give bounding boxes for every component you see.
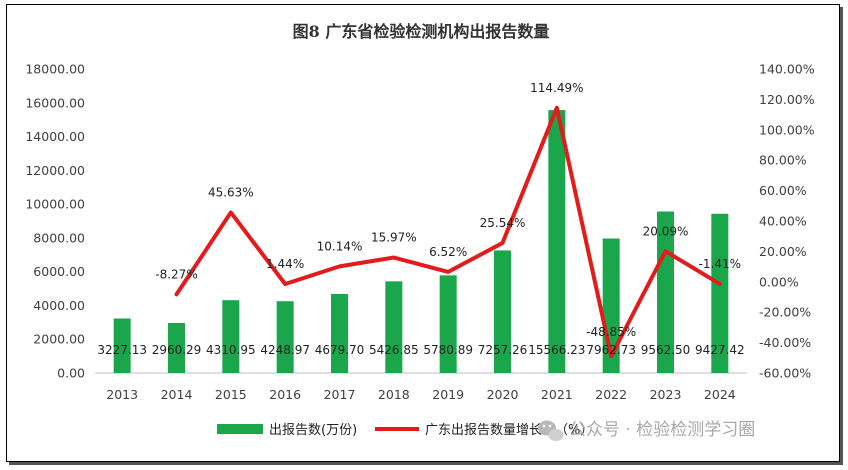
bar-data-label: 5780.89: [423, 343, 473, 357]
y-right-tick-label: 140.00%: [759, 62, 815, 77]
y-left-tick-label: 12000.00: [25, 163, 85, 178]
bar-data-label: 4248.97: [260, 343, 310, 357]
bar-data-label: 15566.23: [528, 343, 585, 357]
bar-data-label: 7962.73: [586, 343, 636, 357]
y-axis-right: -60.00% -40.00% -20.00% 0.00% 20.00% 40.00% 60…: [759, 62, 815, 381]
y-right-tick-label: -40.00%: [759, 335, 811, 350]
y-right-tick-label: 60.00%: [759, 183, 807, 198]
bar-data-labels: 3227.13 2960.29 4310.95 4248.97 4679.70 5426.…: [97, 343, 744, 357]
line-data-label: 114.49%: [530, 81, 583, 95]
x-tick-label: 2022: [595, 387, 627, 402]
y-left-tick-label: 18000.00: [25, 62, 85, 77]
chart-title: 图8 广东省检验检测机构出报告数量: [293, 22, 550, 41]
x-tick-label: 2015: [215, 387, 247, 402]
line-data-label: -48.85%: [586, 325, 636, 339]
y-right-tick-label: 20.00%: [759, 244, 807, 259]
x-tick-label: 2023: [650, 387, 682, 402]
bar: [222, 300, 240, 373]
x-tick-label: 2024: [704, 387, 736, 402]
bar: [168, 323, 185, 373]
x-tick-label: 2019: [432, 387, 464, 402]
y-right-tick-label: -60.00%: [759, 366, 811, 381]
y-left-tick-label: 14000.00: [25, 129, 85, 144]
line-data-label: 15.97%: [371, 231, 417, 245]
y-right-tick-label: 100.00%: [759, 122, 815, 137]
bar-data-label: 5426.85: [369, 343, 419, 357]
y-left-tick-label: 10000.00: [25, 197, 85, 212]
legend: 出报告数(万份) 广东出报告数量增长率（%）: [217, 422, 593, 438]
x-tick-label: 2013: [106, 387, 138, 402]
line-series: [174, 105, 722, 359]
line-data-label: 20.09%: [643, 224, 689, 238]
bar: [439, 275, 457, 373]
wechat-icon: [538, 420, 564, 441]
line-data-labels: -8.27% 45.63% 1.44% 10.14% 15.97% 6.52% 25.54%…: [155, 81, 741, 339]
y-right-tick-label: 80.00%: [759, 153, 807, 168]
line-data-label: 1.44%: [266, 257, 304, 271]
bar: [711, 213, 729, 373]
line-data-label: 45.63%: [208, 185, 254, 199]
bar-data-label: 9562.50: [641, 343, 691, 357]
bar-data-label: 2960.29: [152, 343, 202, 357]
x-tick-label: 2014: [161, 387, 193, 402]
chart-frame: 图8 广东省检验检测机构出报告数量 0.00 2000.00 4000.00 6000…: [6, 4, 840, 462]
bar: [385, 281, 403, 373]
bar-data-label: 4679.70: [315, 343, 365, 357]
y-left-tick-label: 4000.00: [33, 298, 85, 313]
bar: [548, 110, 566, 373]
x-tick-label: 2021: [541, 387, 573, 402]
y-right-tick-label: -20.00%: [759, 305, 811, 320]
chart: 图8 广东省检验检测机构出报告数量 0.00 2000.00 4000.00 6000…: [25, 22, 815, 441]
line-data-label: -1.41%: [699, 257, 741, 271]
watermark-text: 公众号 · 检验检测学习圈: [569, 420, 755, 440]
y-left-tick-label: 8000.00: [33, 230, 85, 245]
x-tick-label: 2018: [378, 387, 410, 402]
bar: [113, 318, 131, 373]
line-data-label: 25.54%: [480, 216, 526, 230]
y-left-tick-label: 16000.00: [25, 95, 85, 110]
watermark: 公众号 · 检验检测学习圈: [538, 420, 755, 441]
line-data-label: -8.27%: [155, 267, 197, 281]
bar: [494, 250, 511, 373]
bar-data-label: 4310.95: [206, 343, 256, 357]
x-tick-label: 2016: [269, 387, 301, 402]
y-left-tick-label: 6000.00: [33, 264, 85, 279]
x-tick-label: 2017: [324, 387, 356, 402]
line-data-label: 6.52%: [429, 245, 467, 259]
y-axis-left: 0.00 2000.00 4000.00 6000.00 8000.00 10000.00…: [25, 62, 85, 381]
bar-data-label: 7257.26: [478, 343, 528, 357]
legend-label-bar: 出报告数(万份): [269, 423, 357, 438]
y-left-tick-label: 0.00: [57, 366, 85, 381]
bar-series: [113, 110, 729, 373]
bar: [331, 293, 348, 373]
y-right-tick-label: 0.00%: [759, 274, 799, 289]
x-tick-label: 2020: [487, 387, 519, 402]
y-right-tick-label: 40.00%: [759, 214, 807, 229]
line-data-label: 10.14%: [317, 239, 363, 253]
legend-swatch-bar: [217, 424, 263, 434]
bar-data-label: 9427.42: [695, 343, 745, 357]
x-axis: 2013 2014 2015 2016 2017 2018 2019 2020 2021 2022…: [106, 387, 736, 402]
bar-data-label: 3227.13: [97, 343, 147, 357]
bar: [276, 301, 294, 373]
y-left-tick-label: 2000.00: [33, 332, 85, 347]
growth-rate-line: [174, 105, 722, 359]
y-right-tick-label: 120.00%: [759, 92, 815, 107]
